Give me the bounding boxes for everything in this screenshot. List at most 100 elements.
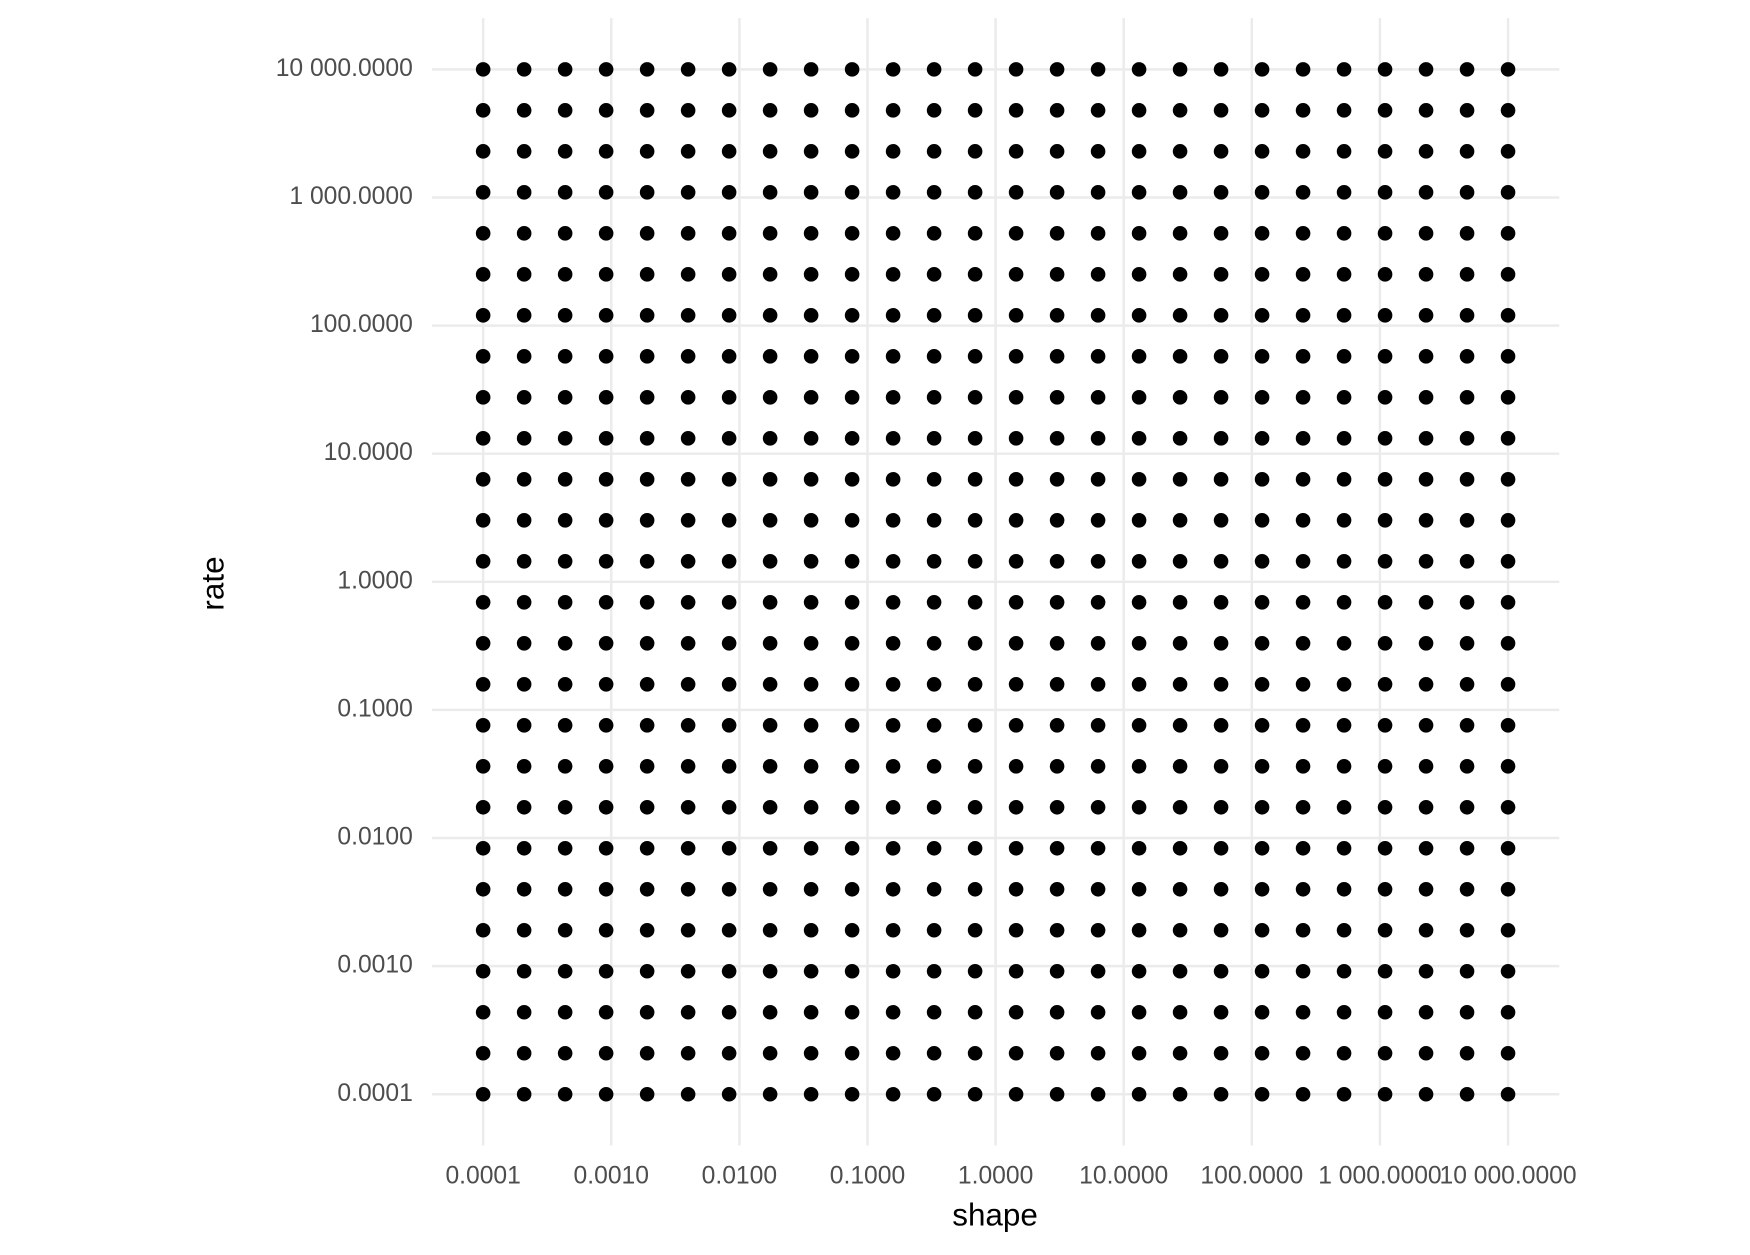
point: [1049, 1045, 1065, 1061]
point: [1459, 1086, 1475, 1102]
point: [1213, 472, 1229, 487]
point: [1131, 799, 1147, 815]
point: [1090, 595, 1106, 610]
point: [1254, 963, 1270, 979]
point: [598, 185, 614, 200]
point: [762, 595, 778, 610]
point: [1377, 349, 1393, 364]
point: [557, 677, 573, 692]
point: [1336, 390, 1352, 405]
point: [844, 717, 860, 733]
point: [1049, 881, 1065, 897]
point: [926, 267, 942, 282]
point: [844, 144, 860, 159]
point: [475, 62, 491, 77]
point: [1008, 554, 1024, 569]
point: [639, 636, 655, 651]
point: [680, 308, 696, 323]
point: [1213, 308, 1229, 323]
point: [803, 554, 819, 569]
point: [926, 636, 942, 651]
point: [1131, 103, 1147, 118]
point: [1377, 922, 1393, 938]
point: [926, 513, 942, 528]
point: [1213, 677, 1229, 692]
point: [803, 881, 819, 897]
point: [475, 922, 491, 938]
point: [1295, 922, 1311, 938]
point: [1090, 636, 1106, 651]
x-tick-label: 0.0010: [574, 1162, 649, 1189]
point: [1090, 881, 1106, 897]
point: [557, 1086, 573, 1102]
point: [1131, 226, 1147, 241]
point: [803, 799, 819, 815]
point: [1336, 1004, 1352, 1020]
point: [803, 677, 819, 692]
point: [721, 799, 737, 815]
point: [1459, 144, 1475, 159]
point: [475, 472, 491, 487]
point: [1459, 799, 1475, 815]
point: [1008, 636, 1024, 651]
point: [926, 472, 942, 487]
point: [1500, 595, 1516, 610]
point: [1500, 431, 1516, 446]
point: [598, 1086, 614, 1102]
point: [1500, 185, 1516, 200]
point: [1418, 1086, 1434, 1102]
point: [639, 1045, 655, 1061]
point: [1213, 431, 1229, 446]
point: [762, 308, 778, 323]
point: [1049, 758, 1065, 774]
point: [1377, 758, 1393, 774]
point: [639, 390, 655, 405]
point: [1090, 1086, 1106, 1102]
point: [1172, 431, 1188, 446]
point: [721, 963, 737, 979]
point: [1049, 840, 1065, 856]
point: [516, 513, 532, 528]
point: [803, 513, 819, 528]
point: [475, 185, 491, 200]
point: [1172, 963, 1188, 979]
point: [1336, 144, 1352, 159]
point: [475, 554, 491, 569]
point: [1336, 1086, 1352, 1102]
point: [1049, 226, 1065, 241]
point: [762, 922, 778, 938]
point: [721, 717, 737, 733]
point: [1336, 717, 1352, 733]
point: [967, 1045, 983, 1061]
point: [721, 1086, 737, 1102]
point: [803, 185, 819, 200]
point: [475, 1004, 491, 1020]
point: [598, 881, 614, 897]
point: [721, 472, 737, 487]
point: [1172, 758, 1188, 774]
point: [1172, 185, 1188, 200]
point: [680, 390, 696, 405]
point: [967, 1004, 983, 1020]
point: [639, 144, 655, 159]
point: [844, 1004, 860, 1020]
point: [680, 103, 696, 118]
point: [1090, 513, 1106, 528]
point: [680, 513, 696, 528]
point: [721, 103, 737, 118]
point: [1500, 840, 1516, 856]
point: [639, 513, 655, 528]
point: [1377, 226, 1393, 241]
point: [475, 636, 491, 651]
point: [1213, 922, 1229, 938]
point: [1172, 349, 1188, 364]
point: [1500, 1004, 1516, 1020]
point: [1172, 1086, 1188, 1102]
point: [1254, 677, 1270, 692]
point: [721, 840, 737, 856]
point: [1049, 922, 1065, 938]
point: [803, 1086, 819, 1102]
point: [1049, 1086, 1065, 1102]
point: [1172, 308, 1188, 323]
